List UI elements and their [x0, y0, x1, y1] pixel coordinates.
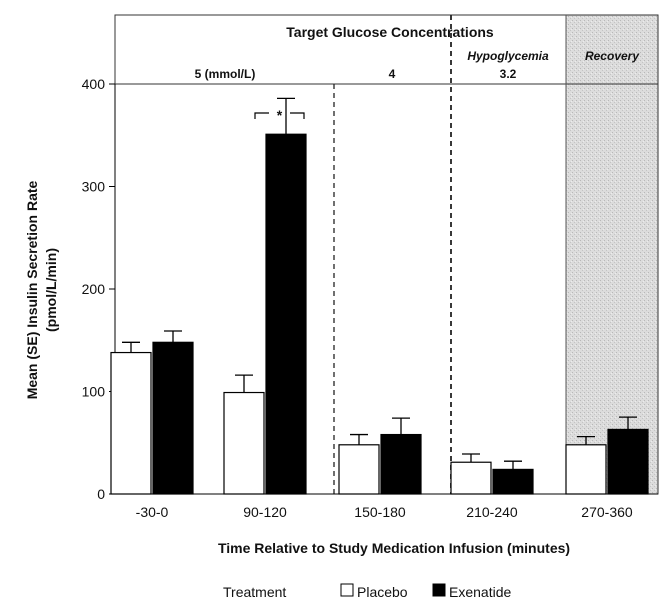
legend-label-placebo: Placebo [357, 584, 408, 600]
bar-placebo [223, 391, 265, 495]
legend-title: Treatment [223, 584, 286, 600]
legend-label-exenatide: Exenatide [449, 584, 511, 600]
significance-bracket-left [254, 112, 269, 119]
region-sublabel-hypoglycemia: Hypoglycemia [467, 49, 549, 63]
bar-placebo [338, 444, 380, 495]
bars [110, 97, 649, 495]
y-tick-label: 200 [82, 281, 106, 297]
significance-bracket-right [290, 112, 305, 119]
y-axis: 0 100 200 300 400 [82, 76, 116, 502]
header-title: Target Glucose Concentrations [286, 24, 494, 40]
legend-swatch-placebo [340, 583, 354, 597]
region-label-3-2: 3.2 [500, 67, 517, 81]
x-tick-label: 90-120 [243, 504, 287, 520]
significance-bracket: * [254, 107, 305, 123]
bar-placebo [565, 444, 607, 495]
recovery-shaded-region [566, 15, 658, 494]
y-tick-label: 100 [82, 384, 106, 400]
bar-exenatide [152, 341, 194, 495]
y-axis-title-units: (pmol/L/min) [43, 248, 59, 332]
bar-exenatide [265, 133, 307, 495]
x-axis-title: Time Relative to Study Medication Infusi… [218, 540, 570, 556]
x-tick-label: 210-240 [466, 504, 518, 520]
region-label-4: 4 [389, 67, 396, 81]
x-tick-label: -30-0 [136, 504, 169, 520]
legend-swatch-exenatide [432, 583, 446, 597]
significance-marker: * [277, 107, 283, 123]
y-axis-title: Mean (SE) Insulin Secretion Rate [24, 180, 40, 399]
x-tick-label: 150-180 [354, 504, 406, 520]
y-tick-label: 400 [82, 76, 106, 92]
bar-placebo [110, 351, 152, 495]
legend: Treatment Placebo Exenatide [223, 583, 511, 600]
region-sublabel-recovery: Recovery [585, 49, 640, 63]
y-tick-label: 0 [97, 486, 105, 502]
x-tick-label: 270-360 [581, 504, 633, 520]
bar-exenatide [380, 433, 422, 495]
x-axis: -30-0 90-120 150-180 210-240 270-360 [115, 493, 658, 520]
bar-placebo [450, 461, 492, 495]
y-tick-label: 300 [82, 179, 106, 195]
bar-exenatide [492, 468, 534, 495]
region-label-5-mmol: 5 (mmol/L) [195, 67, 256, 81]
bar-exenatide [607, 428, 649, 495]
